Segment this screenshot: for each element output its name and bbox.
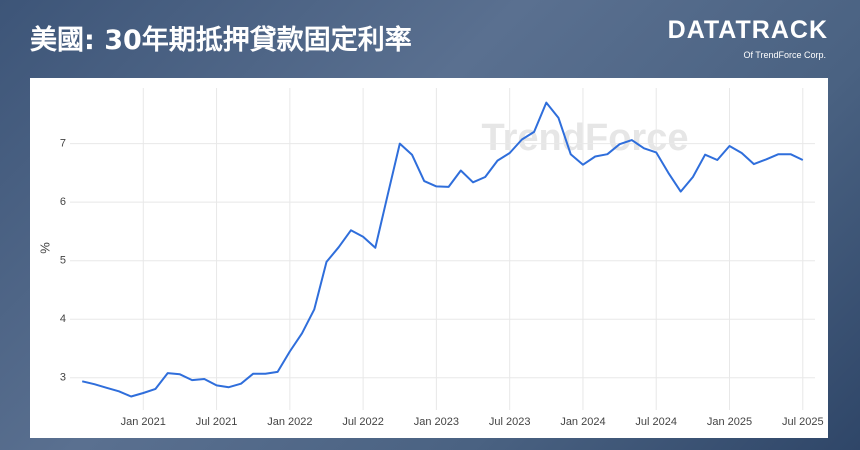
- x-tick-label: Jan 2025: [707, 416, 752, 428]
- y-axis-label: %: [37, 242, 52, 254]
- y-tick-label: 7: [60, 138, 66, 150]
- x-tick-label: Jul 2022: [342, 416, 384, 428]
- x-tick-label: Jan 2024: [560, 416, 605, 428]
- x-tick-label: Jan 2021: [121, 416, 166, 428]
- x-tick-label: Jul 2025: [782, 416, 824, 428]
- x-tick-label: Jul 2024: [635, 416, 677, 428]
- x-tick-label: Jan 2023: [414, 416, 459, 428]
- logo: DATATRACK: [667, 16, 828, 44]
- x-tick-label: Jul 2023: [489, 416, 531, 428]
- data-line: [81, 101, 804, 398]
- page-title: 美國: 30年期抵押貸款固定利率: [30, 25, 412, 56]
- y-tick-label: 6: [60, 196, 66, 208]
- y-tick-label: 4: [60, 313, 66, 325]
- x-tick-label: Jan 2022: [267, 416, 312, 428]
- chart-panel: [30, 78, 828, 438]
- x-tick-label: Jul 2021: [196, 416, 238, 428]
- logo-subtitle: Of TrendForce Corp.: [743, 50, 826, 60]
- y-tick-label: 3: [60, 372, 66, 384]
- y-tick-label: 5: [60, 255, 66, 267]
